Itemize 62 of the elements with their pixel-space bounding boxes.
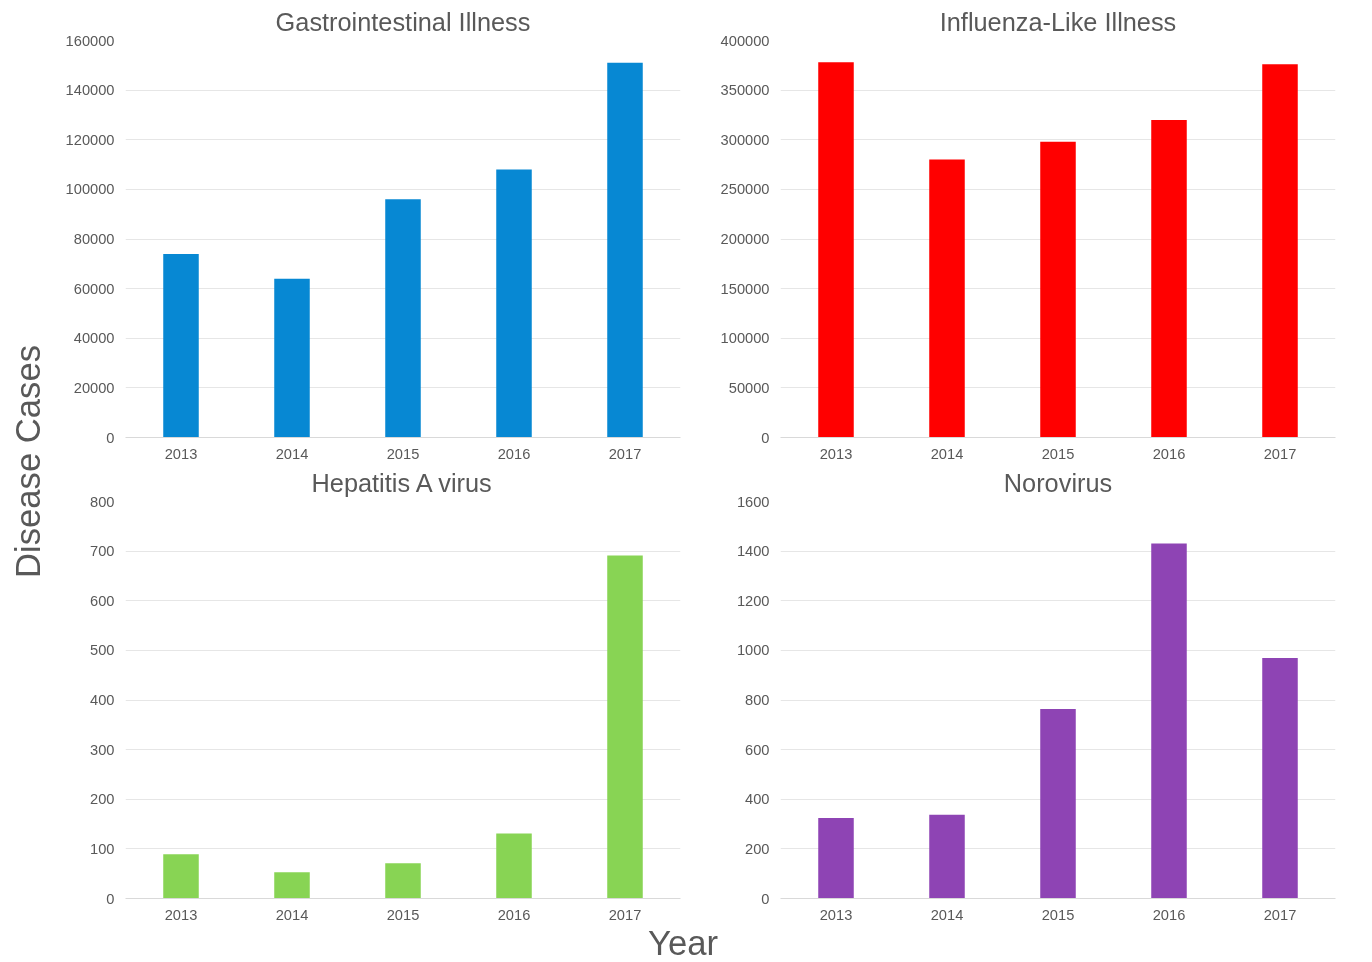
- chart-title: Gastrointestinal Illness: [275, 7, 531, 36]
- y-tick-label: 1200: [736, 592, 770, 609]
- y-tick-label: 600: [745, 741, 770, 758]
- y-tick-label: 50000: [728, 379, 770, 396]
- x-tick-label: 2016: [497, 906, 531, 923]
- x-tick-label: 2013: [819, 906, 853, 923]
- y-tick-label: 120000: [65, 131, 115, 148]
- y-tick-label: 0: [106, 429, 115, 446]
- x-tick-label: 2015: [1041, 445, 1075, 462]
- y-tick-label: 40000: [73, 330, 115, 347]
- x-axis-title: Year: [647, 923, 719, 962]
- y-tick-label: 200: [90, 791, 115, 808]
- y-tick-label: 400000: [720, 32, 770, 49]
- chart-title: Norovirus: [1003, 468, 1113, 497]
- y-tick-label: 150000: [720, 280, 770, 297]
- y-tick-label: 0: [106, 890, 115, 907]
- x-tick-label: 2017: [608, 906, 642, 923]
- y-tick-label: 20000: [73, 379, 115, 396]
- y-tick-label: 200: [745, 840, 770, 857]
- y-tick-label: 1600: [736, 493, 770, 510]
- x-tick-label: 2013: [164, 445, 198, 462]
- x-tick-label: 2013: [819, 445, 853, 462]
- y-tick-label: 600: [90, 592, 115, 609]
- y-tick-label: 500: [90, 642, 115, 659]
- y-tick-label: 350000: [720, 82, 770, 99]
- x-tick-label: 2014: [930, 906, 964, 923]
- x-tick-label: 2016: [1152, 906, 1186, 923]
- x-tick-label: 2017: [608, 445, 642, 462]
- y-tick-label: 200000: [720, 231, 770, 247]
- y-tick-label: 400: [90, 692, 115, 708]
- x-tick-label: 2015: [386, 906, 420, 923]
- x-tick-label: 2015: [386, 445, 420, 462]
- x-tick-label: 2017: [1263, 445, 1297, 462]
- y-tick-label: 800: [745, 692, 770, 708]
- y-tick-label: 250000: [720, 181, 770, 198]
- y-tick-label: 300000: [720, 131, 770, 148]
- x-tick-label: 2013: [164, 906, 198, 923]
- y-tick-label: 100000: [65, 181, 115, 198]
- x-tick-label: 2017: [1263, 906, 1297, 923]
- y-tick-label: 800: [90, 493, 115, 510]
- y-axis-title: Disease Cases: [9, 344, 47, 579]
- y-tick-label: 400: [745, 791, 770, 808]
- y-tick-label: 100000: [720, 330, 770, 347]
- chart-title: Influenza-Like Illness: [939, 7, 1177, 36]
- y-tick-label: 300: [90, 741, 115, 758]
- y-tick-label: 80000: [73, 231, 115, 247]
- y-tick-label: 160000: [65, 32, 115, 49]
- y-tick-label: 1000: [736, 642, 770, 659]
- y-tick-label: 140000: [65, 82, 115, 99]
- y-tick-label: 1400: [736, 543, 770, 560]
- y-tick-label: 100: [90, 840, 115, 857]
- x-tick-label: 2014: [275, 445, 309, 462]
- chart-title: Hepatitis A virus: [311, 468, 492, 497]
- x-tick-label: 2016: [497, 445, 531, 462]
- x-tick-label: 2016: [1152, 445, 1186, 462]
- y-tick-label: 0: [761, 890, 770, 907]
- y-tick-label: 0: [761, 429, 770, 446]
- x-tick-label: 2015: [1041, 906, 1075, 923]
- x-tick-label: 2014: [275, 906, 309, 923]
- y-tick-label: 60000: [73, 280, 115, 297]
- x-tick-label: 2014: [930, 445, 964, 462]
- y-tick-label: 700: [90, 543, 115, 560]
